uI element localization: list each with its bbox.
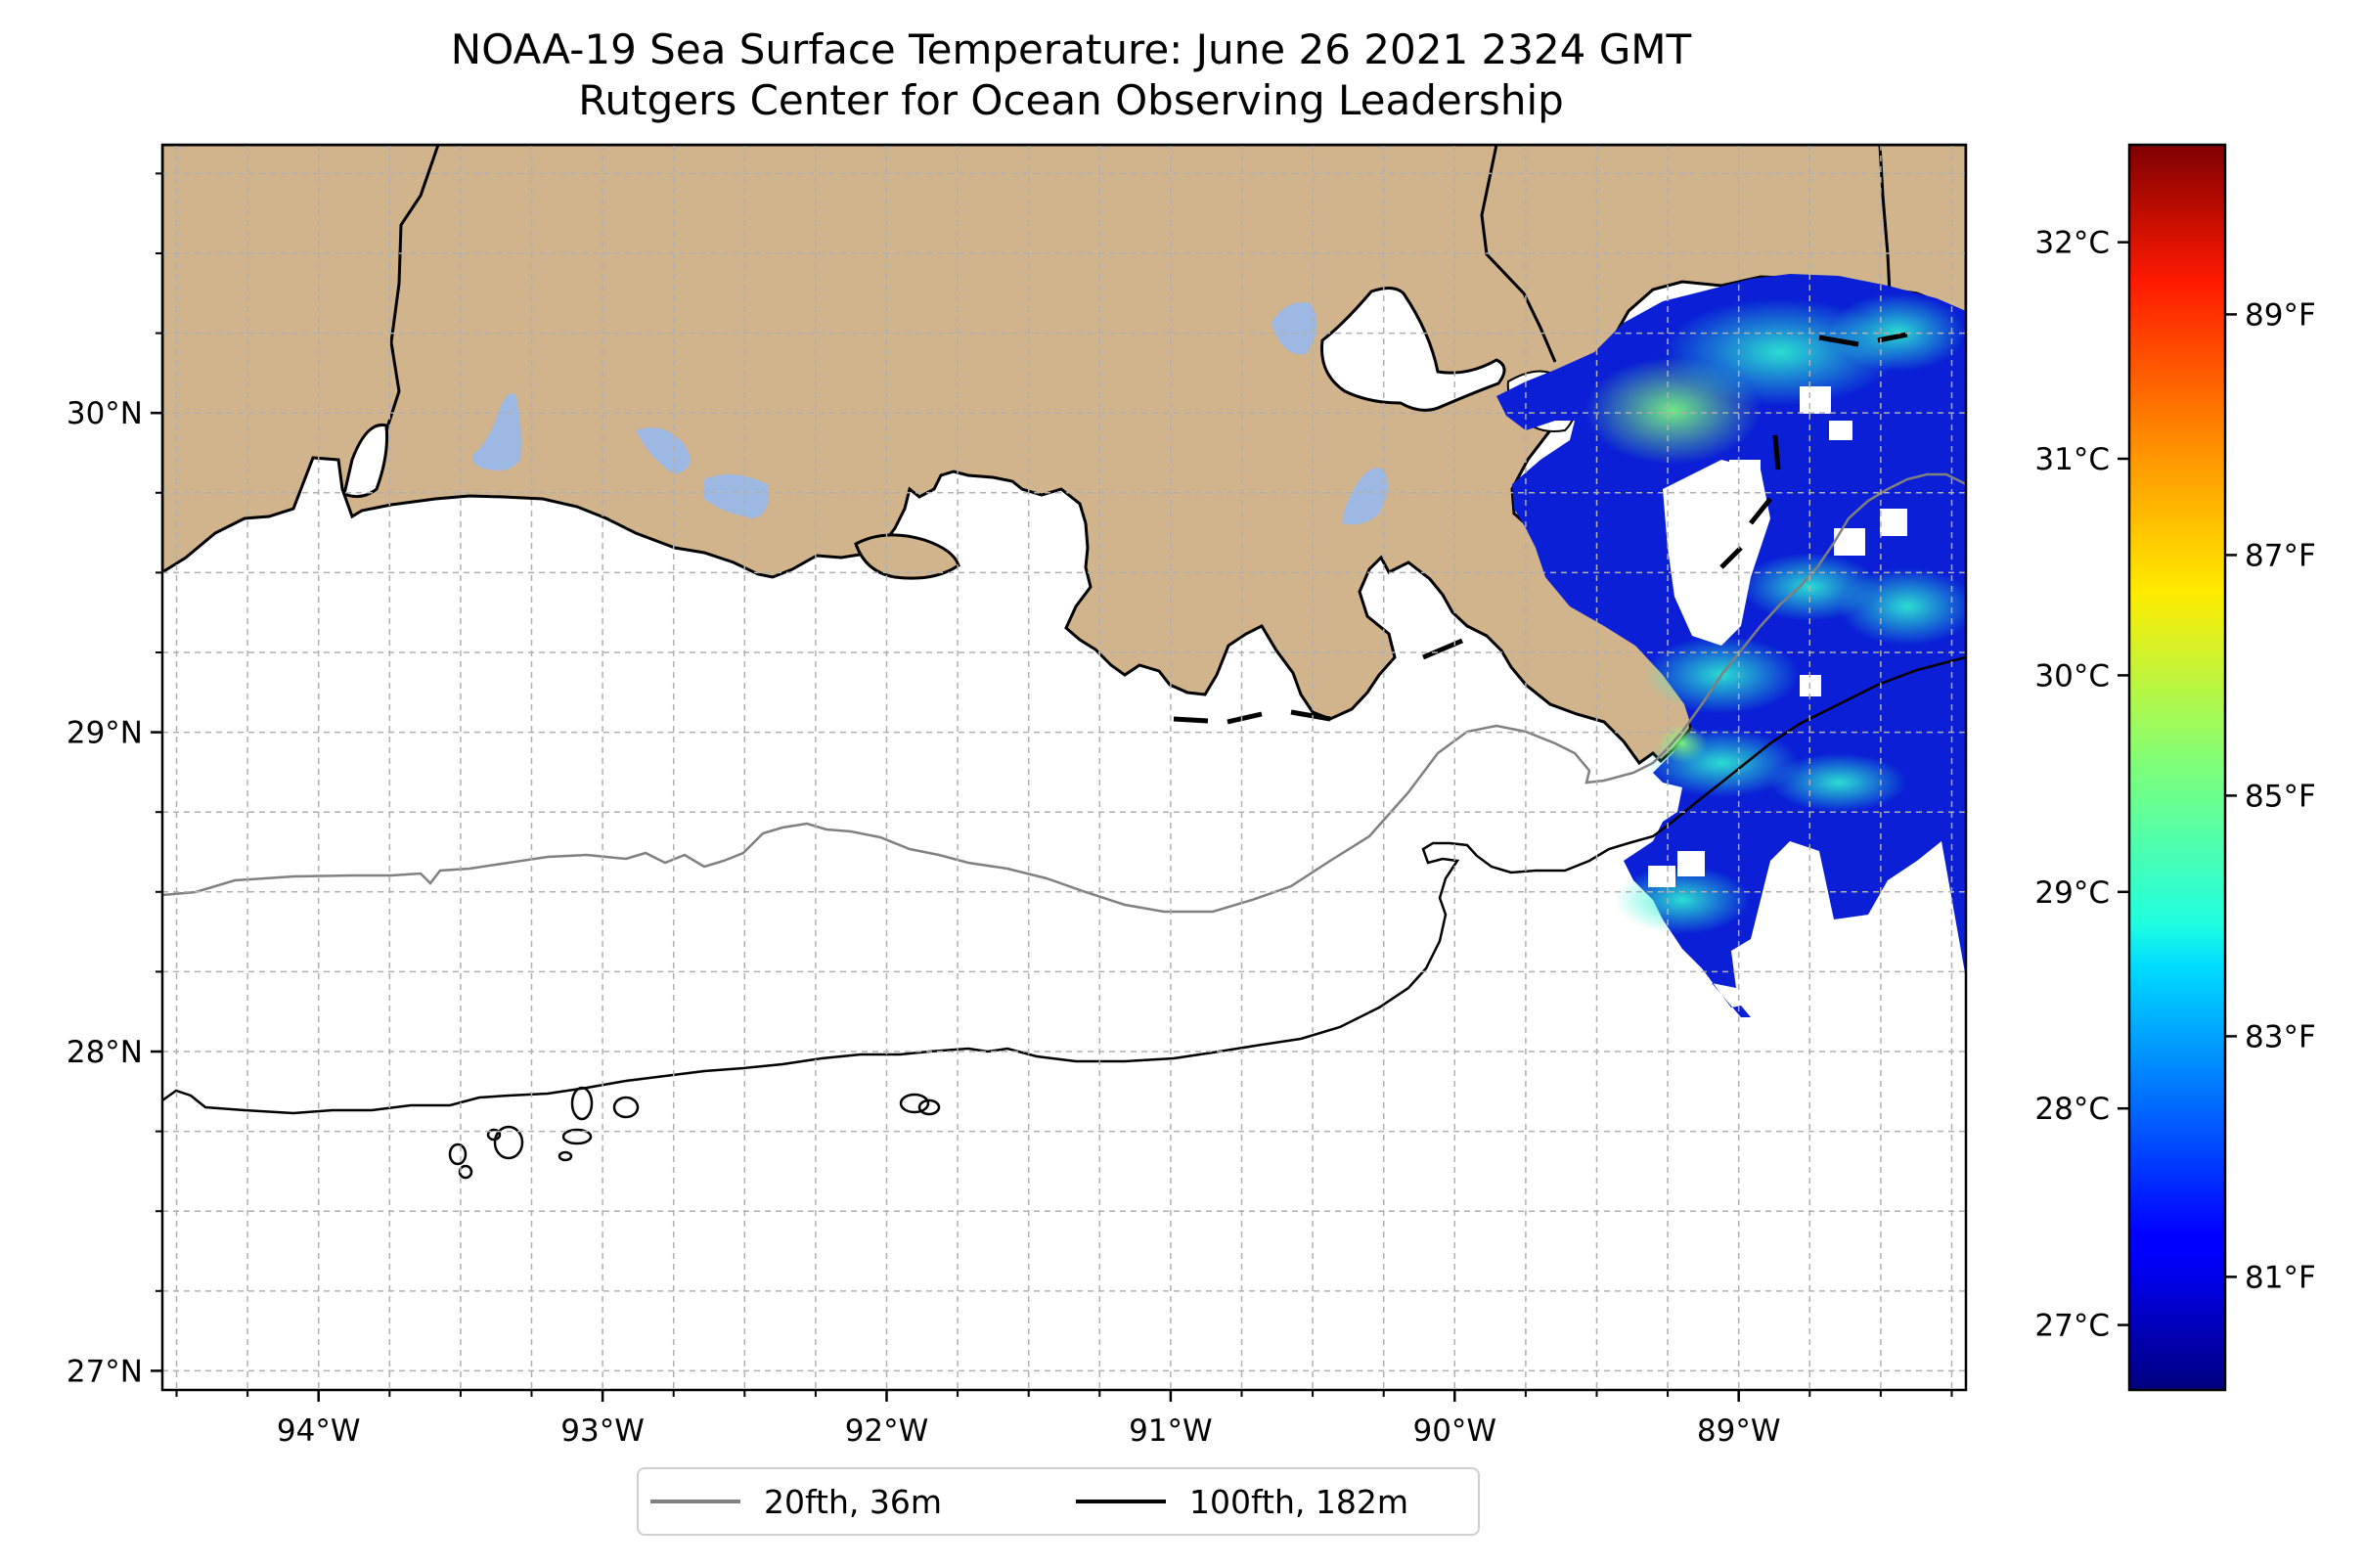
coastal-island [854, 533, 960, 580]
legend-line-gray [650, 1500, 740, 1503]
lon-tick-label: 89°W [1697, 1413, 1781, 1449]
inland-lake [704, 474, 769, 518]
celsius-tick-label: 30°C [2034, 658, 2110, 694]
fahrenheit-tick-label: 85°F [2245, 779, 2316, 814]
legend-item-100fth: 100fth, 182m [1076, 1469, 1408, 1534]
isobath-100fth-islands [448, 1086, 941, 1180]
legend-item-20fth: 20fth, 36m [650, 1469, 942, 1534]
legend-label-20fth: 20fth, 36m [764, 1482, 942, 1521]
legend: 20fth, 36m 100fth, 182m [637, 1467, 1480, 1536]
fahrenheit-tick-label: 81°F [2245, 1260, 2316, 1295]
colorbar-ticks: 27°C 28°C 29°C 30°C 31°C 32°C 81°F 83°F 85°F 87°F… [2034, 226, 2315, 1344]
celsius-tick-label: 28°C [2034, 1092, 2110, 1127]
lon-tick-label: 93°W [560, 1413, 645, 1449]
sst-data-layer [1496, 274, 1966, 1017]
lake-pontchartrain [1319, 287, 1506, 412]
map-title: NOAA-19 Sea Surface Temperature: June 26… [450, 25, 1692, 73]
lat-tick-label: 27°N [67, 1354, 143, 1389]
calcasieu-lake [342, 423, 389, 499]
celsius-tick-label: 29°C [2034, 875, 2110, 911]
graticule [162, 145, 1966, 1390]
map-frame [160, 143, 1968, 1392]
map-subtitle: Rutgers Center for Ocean Observing Leade… [578, 76, 1564, 124]
lat-tick-label: 29°N [67, 716, 143, 751]
legend-line-black [1076, 1500, 1166, 1503]
state-border [384, 145, 440, 431]
barrier-islands [1173, 332, 1908, 725]
fahrenheit-tick-label: 89°F [2245, 297, 2316, 333]
fahrenheit-tick-label: 83°F [2245, 1019, 2316, 1054]
map-axis-ticks: 94°W 93°W 92°W 91°W 90°W 89°W 27°N 28°N 29°N 30°N [67, 172, 1953, 1449]
inland-lake [636, 427, 691, 474]
celsius-tick-label: 31°C [2034, 442, 2110, 477]
lat-tick-label: 28°N [67, 1035, 143, 1070]
colorbar [2127, 143, 2227, 1392]
celsius-tick-label: 32°C [2034, 226, 2110, 261]
lon-tick-label: 92°W [845, 1413, 929, 1449]
lon-tick-label: 91°W [1129, 1413, 1213, 1449]
inland-lake [1272, 302, 1317, 355]
isobath-100fth [162, 655, 1966, 1115]
fahrenheit-tick-label: 87°F [2245, 538, 2316, 573]
celsius-tick-label: 27°C [2034, 1309, 2110, 1344]
legend-label-100fth: 100fth, 182m [1189, 1482, 1408, 1521]
isobath-20fth [162, 472, 1966, 914]
lon-tick-label: 90°W [1412, 1413, 1496, 1449]
lon-tick-label: 94°W [277, 1413, 361, 1449]
inland-lake [1342, 468, 1388, 525]
lat-tick-label: 30°N [67, 396, 143, 431]
